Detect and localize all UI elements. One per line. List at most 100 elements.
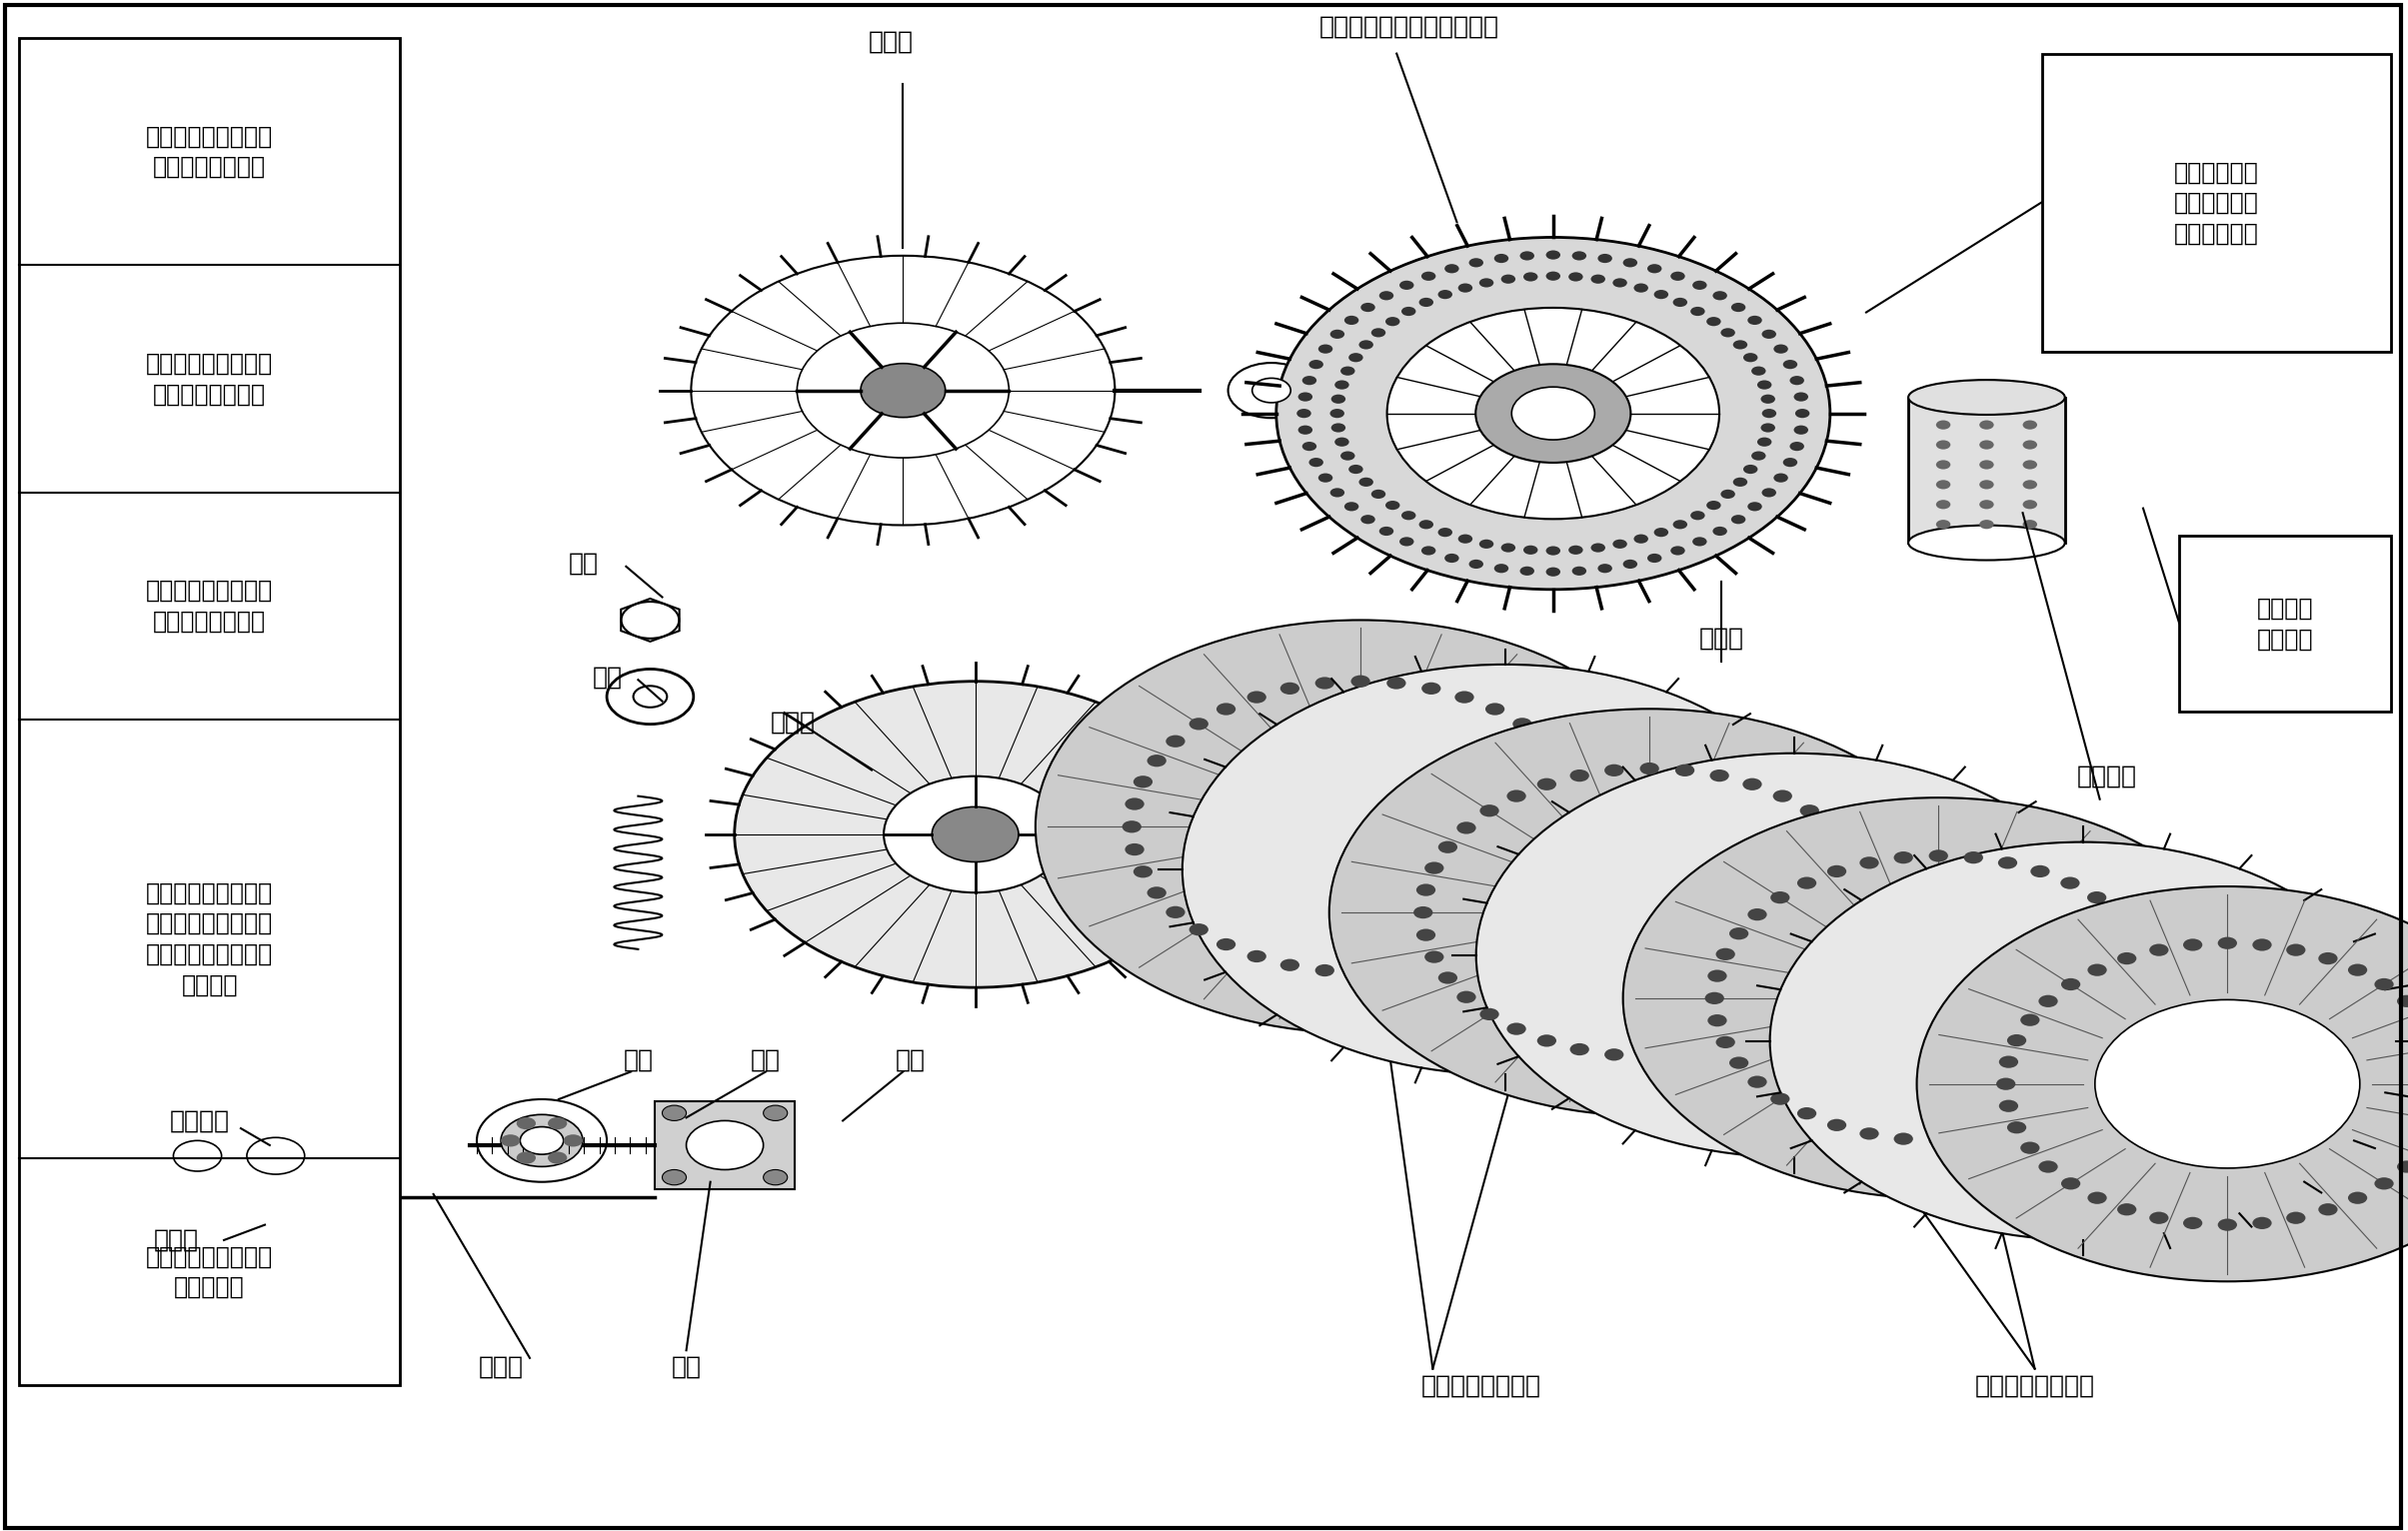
- Circle shape: [1763, 409, 1777, 418]
- Circle shape: [621, 602, 679, 638]
- Circle shape: [1572, 251, 1587, 260]
- Circle shape: [2396, 995, 2408, 1007]
- Circle shape: [1303, 442, 1317, 452]
- Circle shape: [1546, 250, 1560, 259]
- Circle shape: [763, 1170, 787, 1185]
- Circle shape: [1806, 914, 2071, 1082]
- Circle shape: [1125, 844, 1144, 856]
- Circle shape: [1334, 380, 1348, 389]
- Circle shape: [1341, 366, 1356, 375]
- Circle shape: [1315, 677, 1334, 689]
- Circle shape: [1690, 306, 1705, 315]
- Circle shape: [1799, 805, 1818, 818]
- Circle shape: [1929, 1134, 1948, 1147]
- Circle shape: [1640, 762, 1659, 775]
- Circle shape: [1794, 409, 1811, 418]
- Circle shape: [2319, 952, 2338, 965]
- Circle shape: [686, 1121, 763, 1170]
- Circle shape: [1413, 906, 1433, 919]
- Circle shape: [1743, 778, 1763, 790]
- Circle shape: [691, 256, 1115, 525]
- Circle shape: [1438, 841, 1457, 853]
- Circle shape: [2061, 1177, 2081, 1190]
- Circle shape: [1748, 1076, 1767, 1089]
- Circle shape: [1734, 340, 1748, 349]
- Circle shape: [1979, 479, 1994, 490]
- Circle shape: [1770, 842, 2396, 1240]
- Circle shape: [2129, 1056, 2148, 1069]
- Circle shape: [1647, 263, 1662, 273]
- Circle shape: [1329, 709, 1970, 1116]
- Circle shape: [1512, 718, 1531, 730]
- Circle shape: [607, 669, 694, 724]
- Circle shape: [1707, 1015, 1727, 1027]
- Circle shape: [1401, 511, 1416, 521]
- Circle shape: [1712, 291, 1727, 300]
- Bar: [260, 1291, 291, 1309]
- Circle shape: [2184, 939, 2203, 951]
- Circle shape: [1570, 1043, 1589, 1055]
- Circle shape: [1743, 354, 1758, 363]
- Circle shape: [1729, 928, 1748, 940]
- Circle shape: [884, 776, 1067, 893]
- Circle shape: [2141, 948, 2160, 960]
- Circle shape: [633, 686, 667, 707]
- Circle shape: [1796, 1107, 1816, 1119]
- Circle shape: [1481, 1007, 1500, 1020]
- Circle shape: [2153, 992, 2172, 1004]
- Text: 旋转摇臂: 旋转摇臂: [171, 1108, 229, 1133]
- Circle shape: [1454, 951, 1474, 963]
- Circle shape: [1190, 718, 1209, 730]
- Circle shape: [1577, 798, 1597, 810]
- Circle shape: [1748, 502, 1763, 511]
- Circle shape: [1182, 664, 1828, 1075]
- Circle shape: [563, 1134, 583, 1147]
- Circle shape: [520, 1127, 563, 1154]
- Circle shape: [1647, 554, 1662, 563]
- Text: 主动片（摩擦片）: 主动片（摩擦片）: [1421, 1373, 1541, 1398]
- Circle shape: [2218, 1219, 2237, 1231]
- Circle shape: [1421, 683, 1440, 695]
- Circle shape: [1252, 378, 1291, 403]
- Circle shape: [1281, 958, 1300, 971]
- Circle shape: [1748, 908, 1767, 920]
- Circle shape: [1380, 527, 1394, 536]
- Circle shape: [1936, 521, 1950, 530]
- Text: 推板: 推板: [672, 1355, 701, 1379]
- Circle shape: [1421, 958, 1440, 971]
- Text: 螺母: 螺母: [568, 551, 597, 576]
- Polygon shape: [188, 1136, 313, 1176]
- Circle shape: [1789, 375, 1804, 384]
- Circle shape: [1370, 490, 1385, 499]
- Circle shape: [1623, 259, 1637, 268]
- Circle shape: [1690, 511, 1705, 521]
- Circle shape: [1864, 883, 1883, 896]
- Circle shape: [1276, 237, 1830, 589]
- Circle shape: [1385, 317, 1399, 326]
- Circle shape: [1676, 764, 1695, 776]
- Circle shape: [1421, 271, 1435, 280]
- Circle shape: [2030, 865, 2049, 877]
- Text: 主动部分：主动盘、
主动片（摩擦片）: 主动部分：主动盘、 主动片（摩擦片）: [147, 124, 272, 179]
- Circle shape: [1999, 1099, 2018, 1112]
- Circle shape: [1512, 923, 1531, 935]
- Circle shape: [1568, 273, 1582, 282]
- Circle shape: [1125, 798, 1144, 810]
- Circle shape: [1936, 479, 1950, 490]
- Circle shape: [1361, 514, 1375, 524]
- Circle shape: [1654, 289, 1669, 299]
- Circle shape: [1599, 254, 1613, 263]
- Circle shape: [1707, 969, 1727, 981]
- Circle shape: [1789, 442, 1804, 452]
- Circle shape: [2008, 1121, 2028, 1133]
- Circle shape: [477, 1099, 607, 1182]
- Circle shape: [1693, 280, 1707, 289]
- Circle shape: [2023, 441, 2037, 450]
- Text: 强制分离机构：拉线
旋转臂、分离轴、分
离推杆、手操纵拉线
手柄机构: 强制分离机构：拉线 旋转臂、分离轴、分 离推杆、手操纵拉线 手柄机构: [147, 880, 272, 997]
- Text: 缓冲减振机构
装在从动齿轮
与主动盘之间: 缓冲减振机构 装在从动齿轮 与主动盘之间: [2174, 161, 2259, 245]
- Circle shape: [2285, 1211, 2304, 1223]
- Circle shape: [1979, 441, 1994, 450]
- Circle shape: [1770, 1093, 1789, 1105]
- Circle shape: [1387, 965, 1406, 977]
- Circle shape: [2088, 1191, 2107, 1203]
